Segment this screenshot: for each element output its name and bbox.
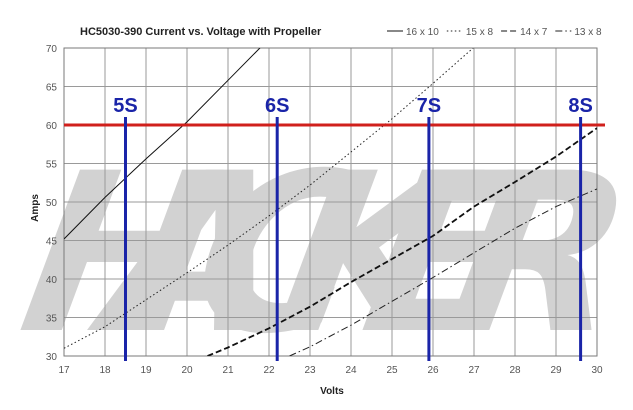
- cell-count-label: 7S: [417, 95, 441, 117]
- y-tick-label: 35: [46, 314, 58, 325]
- x-tick-label: 30: [591, 365, 603, 376]
- cell-count-label: 8S: [568, 95, 592, 117]
- y-tick-label: 50: [46, 198, 58, 209]
- annotations: 5S 6S 7S 8S: [64, 95, 605, 361]
- x-axis-label: Volts: [320, 386, 344, 397]
- tick-labels: 17 18 19 20 21 22 23 24 25 26 27 28 29 30 30 35 40 45 50 55…: [46, 44, 603, 376]
- legend-entry: 14 x 7: [520, 27, 548, 38]
- x-tick-label: 17: [58, 365, 70, 376]
- x-tick-label: 20: [181, 365, 193, 376]
- x-tick-label: 29: [550, 365, 562, 376]
- x-tick-label: 24: [345, 365, 357, 376]
- x-tick-label: 26: [427, 365, 439, 376]
- plot-frame: [63, 47, 598, 357]
- legend: 16 x 10 15 x 8 14 x 7 13 x 8: [387, 27, 602, 38]
- x-tick-label: 28: [509, 365, 521, 376]
- y-tick-label: 70: [46, 44, 58, 55]
- y-tick-label: 60: [46, 121, 58, 132]
- y-tick-label: 65: [46, 83, 58, 94]
- x-tick-label: 23: [304, 365, 316, 376]
- series-lines: [64, 48, 597, 356]
- y-tick-label: 45: [46, 237, 58, 248]
- legend-entry: 13 x 8: [574, 27, 602, 38]
- x-tick-label: 18: [99, 365, 111, 376]
- series-line: [64, 48, 474, 349]
- x-tick-label: 22: [263, 365, 275, 376]
- x-tick-label: 25: [386, 365, 398, 376]
- y-tick-label: 30: [46, 352, 58, 363]
- series-line: [64, 48, 261, 240]
- series-line: [207, 127, 597, 356]
- y-tick-label: 40: [46, 275, 58, 286]
- y-tick-label: 55: [46, 160, 58, 171]
- y-axis-label: Amps: [30, 194, 41, 222]
- x-tick-label: 19: [140, 365, 152, 376]
- legend-entry: 16 x 10: [406, 27, 439, 38]
- legend-entry: 15 x 8: [466, 27, 494, 38]
- chart-title: HC5030-390 Current vs. Voltage with Prop…: [80, 26, 322, 38]
- x-tick-label: 21: [222, 365, 234, 376]
- series-line: [289, 188, 597, 356]
- cell-count-label: 5S: [113, 95, 137, 117]
- x-tick-label: 27: [468, 365, 480, 376]
- cell-count-label: 6S: [265, 95, 289, 117]
- watermark-letter: H: [7, 127, 236, 383]
